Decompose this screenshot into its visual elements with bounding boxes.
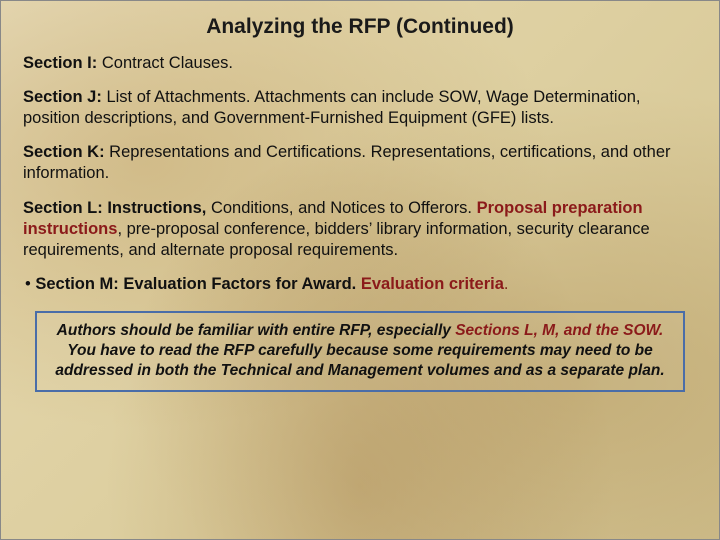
- section-k-body: Representations and Certifications. Repr…: [23, 143, 670, 182]
- section-l: Section L: Instructions, Conditions, and…: [23, 198, 697, 261]
- bullet-glyph: •: [25, 275, 35, 293]
- section-m-label: Section M:: [35, 275, 118, 293]
- section-l-label: Section L:: [23, 199, 103, 217]
- section-l-mid: Conditions, and Notices to Offerors.: [206, 199, 476, 217]
- section-m: • Section M: Evaluation Factors for Awar…: [25, 274, 697, 295]
- section-j: Section J: List of Attachments. Attachme…: [23, 87, 697, 129]
- section-j-label: Section J:: [23, 88, 102, 106]
- section-m-lead: Evaluation Factors for Award.: [119, 275, 361, 293]
- section-i-body: Contract Clauses.: [97, 54, 233, 72]
- section-k: Section K: Representations and Certifica…: [23, 142, 697, 184]
- section-k-label: Section K:: [23, 143, 105, 161]
- note-highlight: Sections L, M, and the SOW.: [455, 322, 663, 339]
- slide-title: Analyzing the RFP (Continued): [23, 15, 697, 39]
- author-note-box: Authors should be familiar with entire R…: [35, 311, 685, 392]
- section-l-lead: Instructions,: [103, 199, 207, 217]
- section-l-tail: , pre-proposal conference, bidders’ libr…: [23, 220, 650, 259]
- section-m-highlight: Evaluation criteria: [361, 275, 504, 293]
- note-text-1: Authors should be familiar with entire R…: [57, 322, 456, 339]
- section-m-tail: .: [504, 275, 509, 293]
- section-i: Section I: Contract Clauses.: [23, 53, 697, 74]
- slide-container: Analyzing the RFP (Continued) Section I:…: [1, 1, 719, 539]
- section-i-label: Section I:: [23, 54, 97, 72]
- section-j-body: List of Attachments. Attachments can inc…: [23, 88, 641, 127]
- note-text-2: You have to read the RFP carefully becau…: [55, 342, 664, 379]
